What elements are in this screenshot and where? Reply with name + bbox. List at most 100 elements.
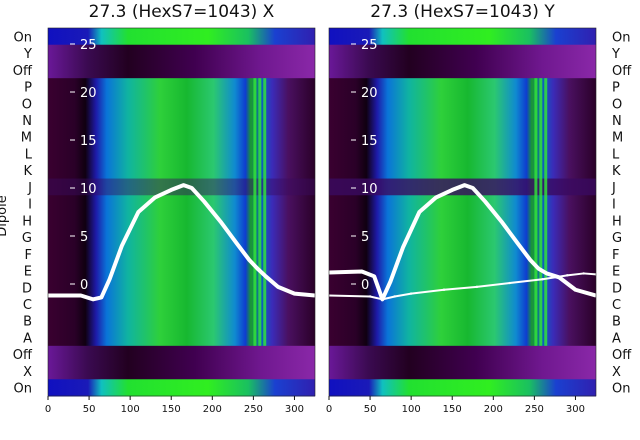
heatmap-row [329, 195, 596, 213]
series-point [79, 294, 83, 297]
row-label: On [612, 30, 630, 45]
heatmap-row [329, 329, 596, 347]
row-label: H [22, 214, 32, 229]
series-point [91, 298, 95, 301]
series-point [389, 279, 392, 283]
series-point [190, 186, 193, 190]
y-tick-label: 20 [80, 86, 97, 101]
row-label: X [23, 365, 32, 380]
series-point [393, 295, 396, 298]
heatmap-row [48, 245, 315, 263]
x-tick-label: 100 [402, 404, 421, 415]
series-point [368, 295, 372, 298]
row-label: B [23, 315, 32, 330]
row-label: A [612, 331, 621, 346]
heatmap-stripe [534, 78, 538, 346]
series-point [418, 210, 421, 214]
chart-title: 27.3 (HexS7=1043) Y [370, 2, 555, 22]
row-label: C [23, 298, 32, 313]
series-point [582, 272, 585, 275]
y-tick-label: 25 [361, 38, 378, 53]
series-point [471, 186, 474, 190]
heatmap-row [329, 161, 596, 180]
heatmap-row [48, 145, 315, 163]
row-label: K [612, 164, 621, 179]
heatmap-row [48, 44, 315, 62]
row-label: B [612, 315, 621, 330]
row-label: A [23, 331, 32, 346]
x-tick-label: 250 [244, 404, 263, 415]
row-label: N [612, 114, 622, 129]
series-point [120, 244, 124, 247]
heatmap-row [329, 379, 596, 397]
row-label: J [27, 181, 32, 196]
row-label: F [612, 248, 619, 263]
x-tick-label: 200 [203, 404, 222, 415]
row-label: C [612, 298, 621, 313]
series-point [137, 210, 140, 214]
x-tick-label: 300 [285, 404, 304, 415]
row-label: L [612, 147, 620, 162]
heatmap-row [329, 228, 596, 246]
series-point [500, 220, 503, 223]
heatmap-row [329, 345, 596, 364]
row-label: F [25, 248, 32, 263]
row-label: Off [13, 348, 33, 363]
row-label: Off [612, 64, 632, 79]
series-point [219, 220, 222, 223]
heatmap-row [48, 161, 315, 180]
heatmap-row [329, 295, 596, 313]
row-label: E [612, 265, 620, 280]
series-point [293, 292, 296, 295]
heatmap-stripe [539, 78, 543, 346]
row-label: D [22, 281, 32, 296]
series-point [508, 281, 511, 285]
heatmap-row [48, 94, 315, 113]
heatmap-row [48, 228, 315, 246]
row-label: O [612, 97, 622, 112]
heatmap-stripe [544, 78, 548, 346]
heatmap-row [329, 44, 596, 62]
y-tick-label: 0 [361, 278, 369, 293]
series-point [401, 246, 405, 249]
series-point [381, 298, 384, 301]
row-label: X [612, 365, 621, 380]
row-label: Y [611, 47, 620, 62]
heatmap-row [48, 278, 315, 297]
plot-frame [328, 27, 597, 397]
series-point [451, 188, 454, 192]
heatmap-stripe [253, 78, 257, 346]
row-label: Y [23, 47, 32, 62]
series-point [475, 285, 479, 289]
heatmap-row [329, 111, 596, 129]
x-tick-label: 300 [566, 404, 585, 415]
series-point [256, 267, 259, 270]
series-point [463, 183, 466, 187]
heatmap-row [48, 111, 315, 129]
x-tick-label: 0 [45, 404, 51, 415]
series-point [516, 242, 520, 245]
series-point [537, 267, 540, 270]
row-label: On [14, 382, 32, 397]
series-point [372, 275, 376, 278]
row-label: On [14, 30, 32, 45]
x-tick-label: 250 [525, 404, 544, 415]
heatmap-row [329, 28, 596, 46]
y-tick-label: 25 [80, 38, 97, 53]
heatmap-row [329, 78, 596, 96]
y-tick-label: 10 [361, 182, 378, 197]
heatmap-row [48, 329, 315, 347]
x-tick-label: 150 [443, 404, 462, 415]
series-point [235, 242, 239, 245]
heatmap-stripe [263, 78, 267, 346]
plot-frame [47, 27, 316, 397]
row-label: G [22, 231, 32, 246]
row-label: Off [612, 348, 632, 363]
heatmap-row [48, 128, 315, 146]
row-label: E [24, 265, 32, 280]
series-point [529, 258, 532, 262]
heatmap-row [48, 262, 315, 280]
